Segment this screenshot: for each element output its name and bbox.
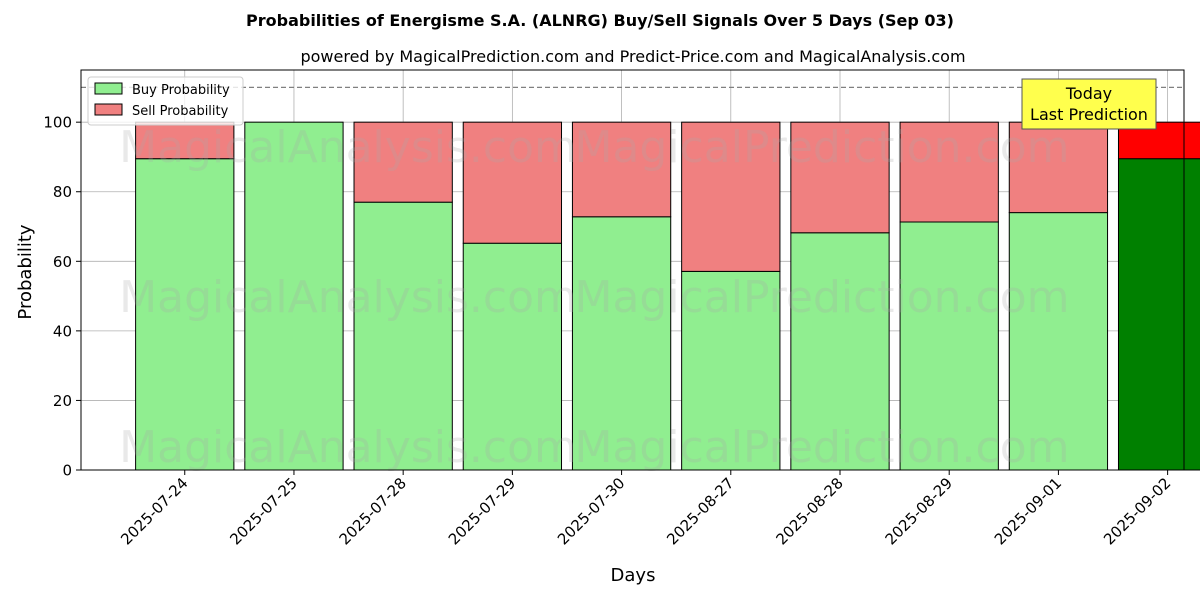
plot-area-frame: [80, 69, 1185, 471]
watermark-layer: MagicalAnalysis.comMagicalPrediction.com…: [119, 122, 1069, 473]
bar-sell-2025-07-24: [135, 121, 235, 160]
bar-buy-2025-07-30: [571, 216, 672, 471]
x-axis-label: Days: [611, 565, 656, 586]
bar-sell-2025-08-29: [899, 121, 999, 223]
watermark-0-1: MagicalPrediction.com: [575, 122, 1070, 173]
bar-buy-2025-09-02: [1117, 158, 1200, 471]
legend-swatch-sell: [94, 103, 123, 116]
legend: Buy Probability Sell Probability: [87, 76, 244, 126]
bar-buy-2025-07-25: [244, 121, 344, 471]
bar-sell-2025-07-29: [462, 121, 563, 244]
bar-sell-2025-07-28: [353, 121, 453, 203]
watermark-1-1: MagicalPrediction.com: [575, 272, 1070, 323]
y-tick-label-5: 100: [43, 114, 72, 132]
y-axis: 0 20 40 60 80 100: [43, 114, 81, 480]
watermark-2-0: MagicalAnalysis.com: [119, 422, 577, 473]
y-tick-label-3: 60: [53, 253, 72, 271]
watermark-0-0: MagicalAnalysis.com: [119, 122, 577, 173]
legend-swatch-buy: [94, 82, 123, 95]
annotation-line-1: Today: [1065, 84, 1112, 103]
bar-sell-2025-07-30: [571, 121, 672, 218]
bar-buy-2025-09-01: [1008, 212, 1109, 471]
legend-frame: [87, 76, 244, 126]
bar-buy-2025-08-27: [681, 270, 781, 471]
chart-subtitle: powered by MagicalPrediction.com and Pre…: [300, 47, 965, 66]
bar-buy-2025-07-28: [353, 201, 453, 471]
y-axis-label: Probability: [15, 224, 36, 319]
bar-buy-2025-08-28: [790, 232, 890, 471]
y-tick-label-4: 80: [53, 183, 72, 201]
bar-sell-2025-08-27: [681, 121, 781, 272]
annotation-box: [1021, 78, 1157, 130]
chart-title: Probabilities of Energisme S.A. (ALNRG) …: [246, 11, 954, 30]
watermark-2-1: MagicalPrediction.com: [575, 422, 1070, 473]
bars-layer: [135, 121, 1200, 471]
legend-label-buy: Buy Probability: [132, 83, 230, 98]
y-tick-label-1: 20: [53, 392, 72, 410]
y-tick-label-2: 40: [53, 322, 72, 340]
bar-sell-2025-09-01: [1008, 121, 1109, 214]
watermark-1-0: MagicalAnalysis.com: [119, 272, 577, 323]
bar-sell-2025-08-28: [790, 121, 890, 234]
y-tick-label-0: 0: [62, 462, 72, 480]
bar-buy-2025-08-29: [899, 221, 999, 471]
legend-label-sell: Sell Probability: [132, 104, 229, 119]
today-annotation: Today Last Prediction: [1021, 78, 1157, 130]
annotation-line-2: Last Prediction: [1030, 105, 1148, 124]
